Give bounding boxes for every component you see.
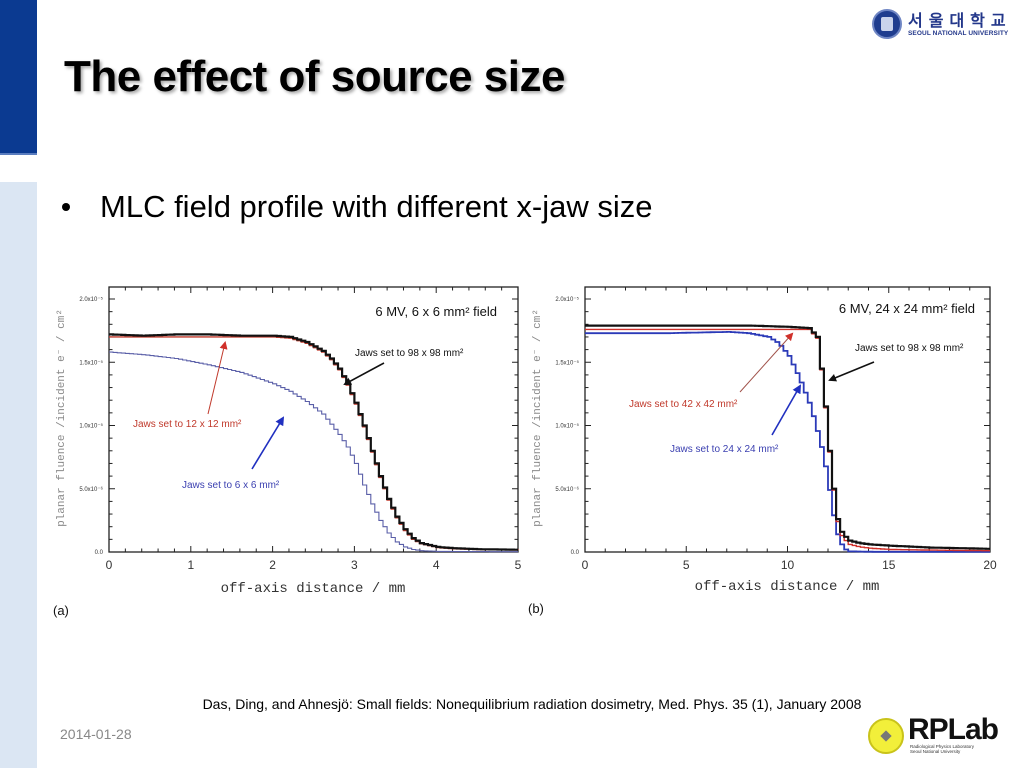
chart-a-xtick-label: 0 (106, 558, 113, 572)
chart-b-ylabel: planar fluence /incident e⁻ / cm² (532, 309, 544, 527)
chart-a-annotation-12: Jaws set to 12 x 12 mm² (133, 419, 242, 430)
chart-b-ytick-labels: 0.0 5.0x10⁻⁶ 1.0x10⁻⁵ 1.5x10⁻⁵ 2.0x10⁻⁵ (555, 296, 579, 556)
chart-b-annotation-24: Jaws set to 24 x 24 mm² (670, 444, 779, 455)
chart-b-ytick-label: 0.0 (571, 550, 580, 556)
rplab-subtitle-line2: Seoul National University (910, 749, 961, 754)
chart-b-arrow-24 (771, 384, 801, 436)
chart-a-series-6-6 (109, 351, 518, 553)
snu-logo: 서울대학교 SEOUL NATIONAL UNIVERSITY (872, 6, 1022, 42)
chart-b-ytick-label: 2.0x10⁻⁵ (555, 296, 579, 303)
slide-title: The effect of source size (64, 52, 565, 101)
chart-b-xtick-labels: 0 5 10 15 20 (582, 558, 997, 572)
rplab-subtitle-line1: Radiological Physics Laboratory (910, 744, 975, 749)
chart-a-ytick-label: 1.5x10⁻⁵ (79, 359, 103, 366)
rplab-subtitle: Radiological Physics Laboratory Seoul Na… (910, 744, 974, 754)
rplab-emblem-icon (868, 718, 904, 754)
snu-korean-name: 서울대학교 (908, 10, 1012, 30)
chart-b-title: 6 MV, 24 x 24 mm² field (839, 301, 975, 316)
chart-a-series-12-12 (109, 336, 519, 551)
chart-b-annotation-98: Jaws set to 98 x 98 mm² (855, 343, 964, 354)
chart-a-annotation-98: Jaws set to 98 x 98 mm² (355, 348, 464, 359)
chart-a-ytick-labels: 0.0 5.0x10⁻⁶ 1.0x10⁻⁵ 1.5x10⁻⁵ 2.0x10⁻⁵ (79, 296, 103, 556)
chart-a-arrow-12 (207, 341, 228, 415)
chart-b-series-42-42 (585, 328, 990, 552)
sidebar-accent-bottom (0, 182, 37, 768)
chart-a-ytick-label: 5.0x10⁻⁶ (79, 486, 103, 493)
chart-b-series-98-98 (585, 324, 990, 550)
chart-b-annotation-42: Jaws set to 42 x 42 mm² (629, 399, 738, 410)
chart-a-arrow-98 (343, 362, 385, 385)
chart-b-ticks (584, 287, 991, 553)
chart-a-series (109, 333, 519, 553)
chart-a-panel-label: (a) (53, 603, 69, 618)
bullet-dot-icon (62, 203, 70, 211)
chart-a-ytick-label: 0.0 (95, 550, 104, 556)
chart-a-xtick-label: 2 (269, 558, 276, 572)
chart-a-ytick-label: 2.0x10⁻⁵ (79, 296, 103, 303)
bullet-text: MLC field profile with different x-jaw s… (100, 189, 653, 224)
chart-a: 0 1 2 3 4 5 0.0 5.0x10⁻⁶ 1.0x10⁻⁵ 1.5x10⁻⁵ 2.0x10… (53, 286, 522, 618)
chart-b: 0 5 10 15 20 0.0 5.0x10⁻⁶ 1.0x10⁻⁵ 1.5x10⁻⁵ 2.0x… (528, 286, 997, 616)
chart-b-xlabel: off-axis distance / mm (695, 579, 880, 595)
chart-a-ytick-label: 1.0x10⁻⁵ (79, 423, 103, 430)
chart-b-xtick-label: 20 (983, 558, 997, 572)
chart-b-xtick-label: 10 (781, 558, 795, 572)
chart-a-arrow-6 (251, 416, 285, 470)
chart-a-xtick-labels: 0 1 2 3 4 5 (106, 558, 522, 572)
chart-b-xtick-label: 15 (882, 558, 896, 572)
chart-a-xtick-label: 3 (351, 558, 358, 572)
chart-a-ylabel: planar fluence /incident e⁻ / cm² (56, 309, 68, 527)
chart-b-ytick-label: 1.0x10⁻⁵ (555, 423, 579, 430)
chart-b-panel-label: (b) (528, 601, 544, 616)
chart-a-title: 6 MV, 6 x 6 mm² field (375, 304, 497, 319)
chart-b-ytick-label: 1.5x10⁻⁵ (555, 359, 579, 366)
chart-a-annotation-6: Jaws set to 6 x 6 mm² (182, 480, 280, 491)
bullet-item: MLC field profile with different x-jaw s… (58, 189, 652, 225)
chart-a-xtick-label: 5 (515, 558, 522, 572)
slide-date: 2014-01-28 (60, 726, 132, 742)
sidebar-accent-top (0, 0, 37, 155)
snu-english-name: SEOUL NATIONAL UNIVERSITY (908, 29, 1009, 37)
chart-b-ytick-label: 5.0x10⁻⁶ (555, 486, 579, 493)
chart-b-arrow-42 (739, 332, 794, 393)
chart-a-xlabel: off-axis distance / mm (221, 581, 406, 597)
chart-b-xtick-label: 5 (683, 558, 690, 572)
rplab-name: RPLab (908, 713, 999, 746)
chart-a-frame (108, 286, 519, 553)
chart-a-ticks (108, 287, 519, 553)
snu-emblem-icon (872, 9, 902, 39)
chart-b-arrow-98 (828, 361, 875, 382)
chart-a-xtick-label: 1 (187, 558, 194, 572)
chart-a-series-98-98 (109, 333, 518, 551)
chart-b-series (585, 324, 990, 553)
chart-a-xtick-label: 4 (433, 558, 440, 572)
citation: Das, Ding, and Ahnesjö: Small fields: No… (202, 696, 862, 712)
chart-b-series-24-24 (585, 331, 990, 553)
rplab-logo: RPLab Radiological Physics Laboratory Se… (868, 713, 1018, 756)
chart-b-xtick-label: 0 (582, 558, 589, 572)
